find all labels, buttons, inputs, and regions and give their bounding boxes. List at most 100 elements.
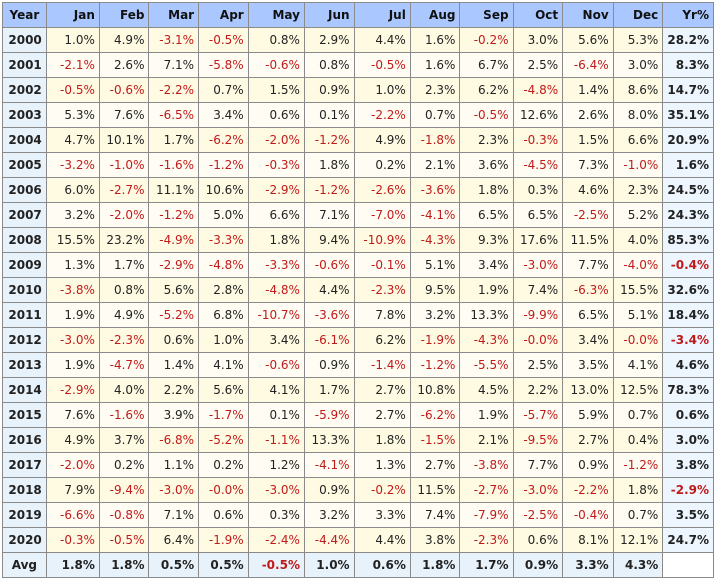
- average-year-cell: [662, 552, 714, 578]
- year-total-cell: 14.7%: [662, 77, 714, 103]
- month-return-cell: 8.1%: [562, 527, 614, 553]
- month-return-cell: 15.5%: [45, 227, 100, 253]
- table-row: 2001 -2.1% 2.6% 7.1% -5.8% -0.6% 0.8% -0.5% 1.6%…: [2, 52, 714, 78]
- year-total-cell: -2.9%: [662, 477, 714, 503]
- month-return-cell: 10.6%: [198, 177, 249, 203]
- year-cell: 2004: [2, 127, 47, 153]
- month-return-cell: -9.9%: [512, 302, 564, 328]
- month-return-cell: 0.9%: [303, 77, 355, 103]
- month-return-cell: -1.0%: [612, 152, 664, 178]
- month-return-cell: 1.8%: [353, 427, 411, 453]
- year-cell: 2011: [2, 302, 47, 328]
- month-return-cell: 6.6%: [612, 127, 664, 153]
- average-month-cell: 0.9%: [512, 552, 564, 578]
- month-return-cell: 1.6%: [409, 27, 461, 53]
- column-header: Feb: [98, 2, 150, 28]
- average-month-cell: 3.3%: [562, 552, 614, 578]
- average-month-cell: 1.8%: [409, 552, 461, 578]
- month-return-cell: 4.4%: [353, 527, 411, 553]
- column-header: Year: [2, 2, 47, 28]
- month-return-cell: -6.2%: [409, 402, 461, 428]
- year-cell: 2008: [2, 227, 47, 253]
- month-return-cell: 4.1%: [612, 352, 664, 378]
- month-return-cell: 4.1%: [198, 352, 249, 378]
- month-return-cell: -1.2%: [198, 152, 249, 178]
- month-return-cell: 7.8%: [353, 302, 411, 328]
- year-cell: 2009: [2, 252, 47, 278]
- table-row: 2017 -2.0% 0.2% 1.1% 0.2% 1.2% -4.1% 1.3% 2.7% -3…: [2, 452, 714, 478]
- column-header: Jun: [303, 2, 355, 28]
- month-return-cell: 2.5%: [512, 52, 564, 78]
- month-return-cell: -2.9%: [45, 377, 100, 403]
- month-return-cell: 2.7%: [353, 377, 411, 403]
- year-total-cell: -3.4%: [662, 327, 714, 353]
- month-return-cell: -2.1%: [45, 52, 100, 78]
- month-return-cell: 4.4%: [303, 277, 355, 303]
- month-return-cell: 7.1%: [303, 202, 355, 228]
- month-return-cell: 5.6%: [562, 27, 614, 53]
- table-row: 2006 6.0% -2.7% 11.1% 10.6% -2.9% -1.2% -2.6% -3…: [2, 177, 714, 203]
- year-cell: 2015: [2, 402, 47, 428]
- month-return-cell: 1.2%: [247, 452, 305, 478]
- year-total-cell: 24.3%: [662, 202, 714, 228]
- column-header: Aug: [409, 2, 461, 28]
- year-cell: 2003: [2, 102, 47, 128]
- average-month-cell: 1.8%: [45, 552, 100, 578]
- year-total-cell: 18.4%: [662, 302, 714, 328]
- average-month-cell: 0.5%: [148, 552, 200, 578]
- month-return-cell: 4.5%: [459, 377, 514, 403]
- column-header: Jul: [353, 2, 411, 28]
- month-return-cell: -1.6%: [98, 402, 150, 428]
- month-return-cell: 0.8%: [303, 52, 355, 78]
- year-total-cell: 0.6%: [662, 402, 714, 428]
- month-return-cell: 4.0%: [612, 227, 664, 253]
- month-return-cell: -3.2%: [45, 152, 100, 178]
- average-month-cell: 1.0%: [303, 552, 355, 578]
- year-total-cell: 85.3%: [662, 227, 714, 253]
- month-return-cell: -5.5%: [459, 352, 514, 378]
- month-return-cell: 6.8%: [198, 302, 249, 328]
- average-month-cell: 4.3%: [612, 552, 664, 578]
- year-cell: 2005: [2, 152, 47, 178]
- month-return-cell: -1.4%: [353, 352, 411, 378]
- column-header: May: [247, 2, 305, 28]
- month-return-cell: 0.1%: [247, 402, 305, 428]
- month-return-cell: 2.7%: [562, 427, 614, 453]
- month-return-cell: -0.5%: [353, 52, 411, 78]
- month-return-cell: 3.7%: [98, 427, 150, 453]
- month-return-cell: -6.1%: [303, 327, 355, 353]
- month-return-cell: -3.0%: [247, 477, 305, 503]
- month-return-cell: 0.7%: [198, 77, 249, 103]
- month-return-cell: 4.9%: [98, 27, 150, 53]
- year-cell: 2002: [2, 77, 47, 103]
- column-header: Jan: [45, 2, 100, 28]
- month-return-cell: 5.6%: [148, 277, 200, 303]
- month-return-cell: -0.0%: [612, 327, 664, 353]
- month-return-cell: 6.5%: [512, 202, 564, 228]
- month-return-cell: 0.9%: [303, 352, 355, 378]
- table-row: 2008 15.5% 23.2% -4.9% -3.3% 1.8% 9.4% -10.9% -4…: [2, 227, 714, 253]
- month-return-cell: -4.1%: [409, 202, 461, 228]
- month-return-cell: 2.3%: [459, 127, 514, 153]
- month-return-cell: 2.6%: [562, 102, 614, 128]
- month-return-cell: -4.8%: [247, 277, 305, 303]
- month-return-cell: 1.5%: [247, 77, 305, 103]
- month-return-cell: -6.3%: [562, 277, 614, 303]
- month-return-cell: 10.8%: [409, 377, 461, 403]
- month-return-cell: 5.6%: [198, 377, 249, 403]
- column-header: Sep: [459, 2, 514, 28]
- table-row: 2010 -3.8% 0.8% 5.6% 2.8% -4.8% 4.4% -2.3% 9.5% 1…: [2, 277, 714, 303]
- year-cell: 2012: [2, 327, 47, 353]
- table-row: 2000 1.0% 4.9% -3.1% -0.5% 0.8% 2.9% 4.4% 1.6% -0…: [2, 27, 714, 53]
- year-total-cell: 3.5%: [662, 502, 714, 528]
- month-return-cell: 1.0%: [353, 77, 411, 103]
- column-header: Mar: [148, 2, 200, 28]
- year-cell: 2018: [2, 477, 47, 503]
- month-return-cell: -0.5%: [98, 527, 150, 553]
- month-return-cell: 1.3%: [353, 452, 411, 478]
- month-return-cell: -9.4%: [98, 477, 150, 503]
- table-row: 2007 3.2% -2.0% -1.2% 5.0% 6.6% 7.1% -7.0% -4.1%…: [2, 202, 714, 228]
- month-return-cell: 5.0%: [198, 202, 249, 228]
- month-return-cell: 17.6%: [512, 227, 564, 253]
